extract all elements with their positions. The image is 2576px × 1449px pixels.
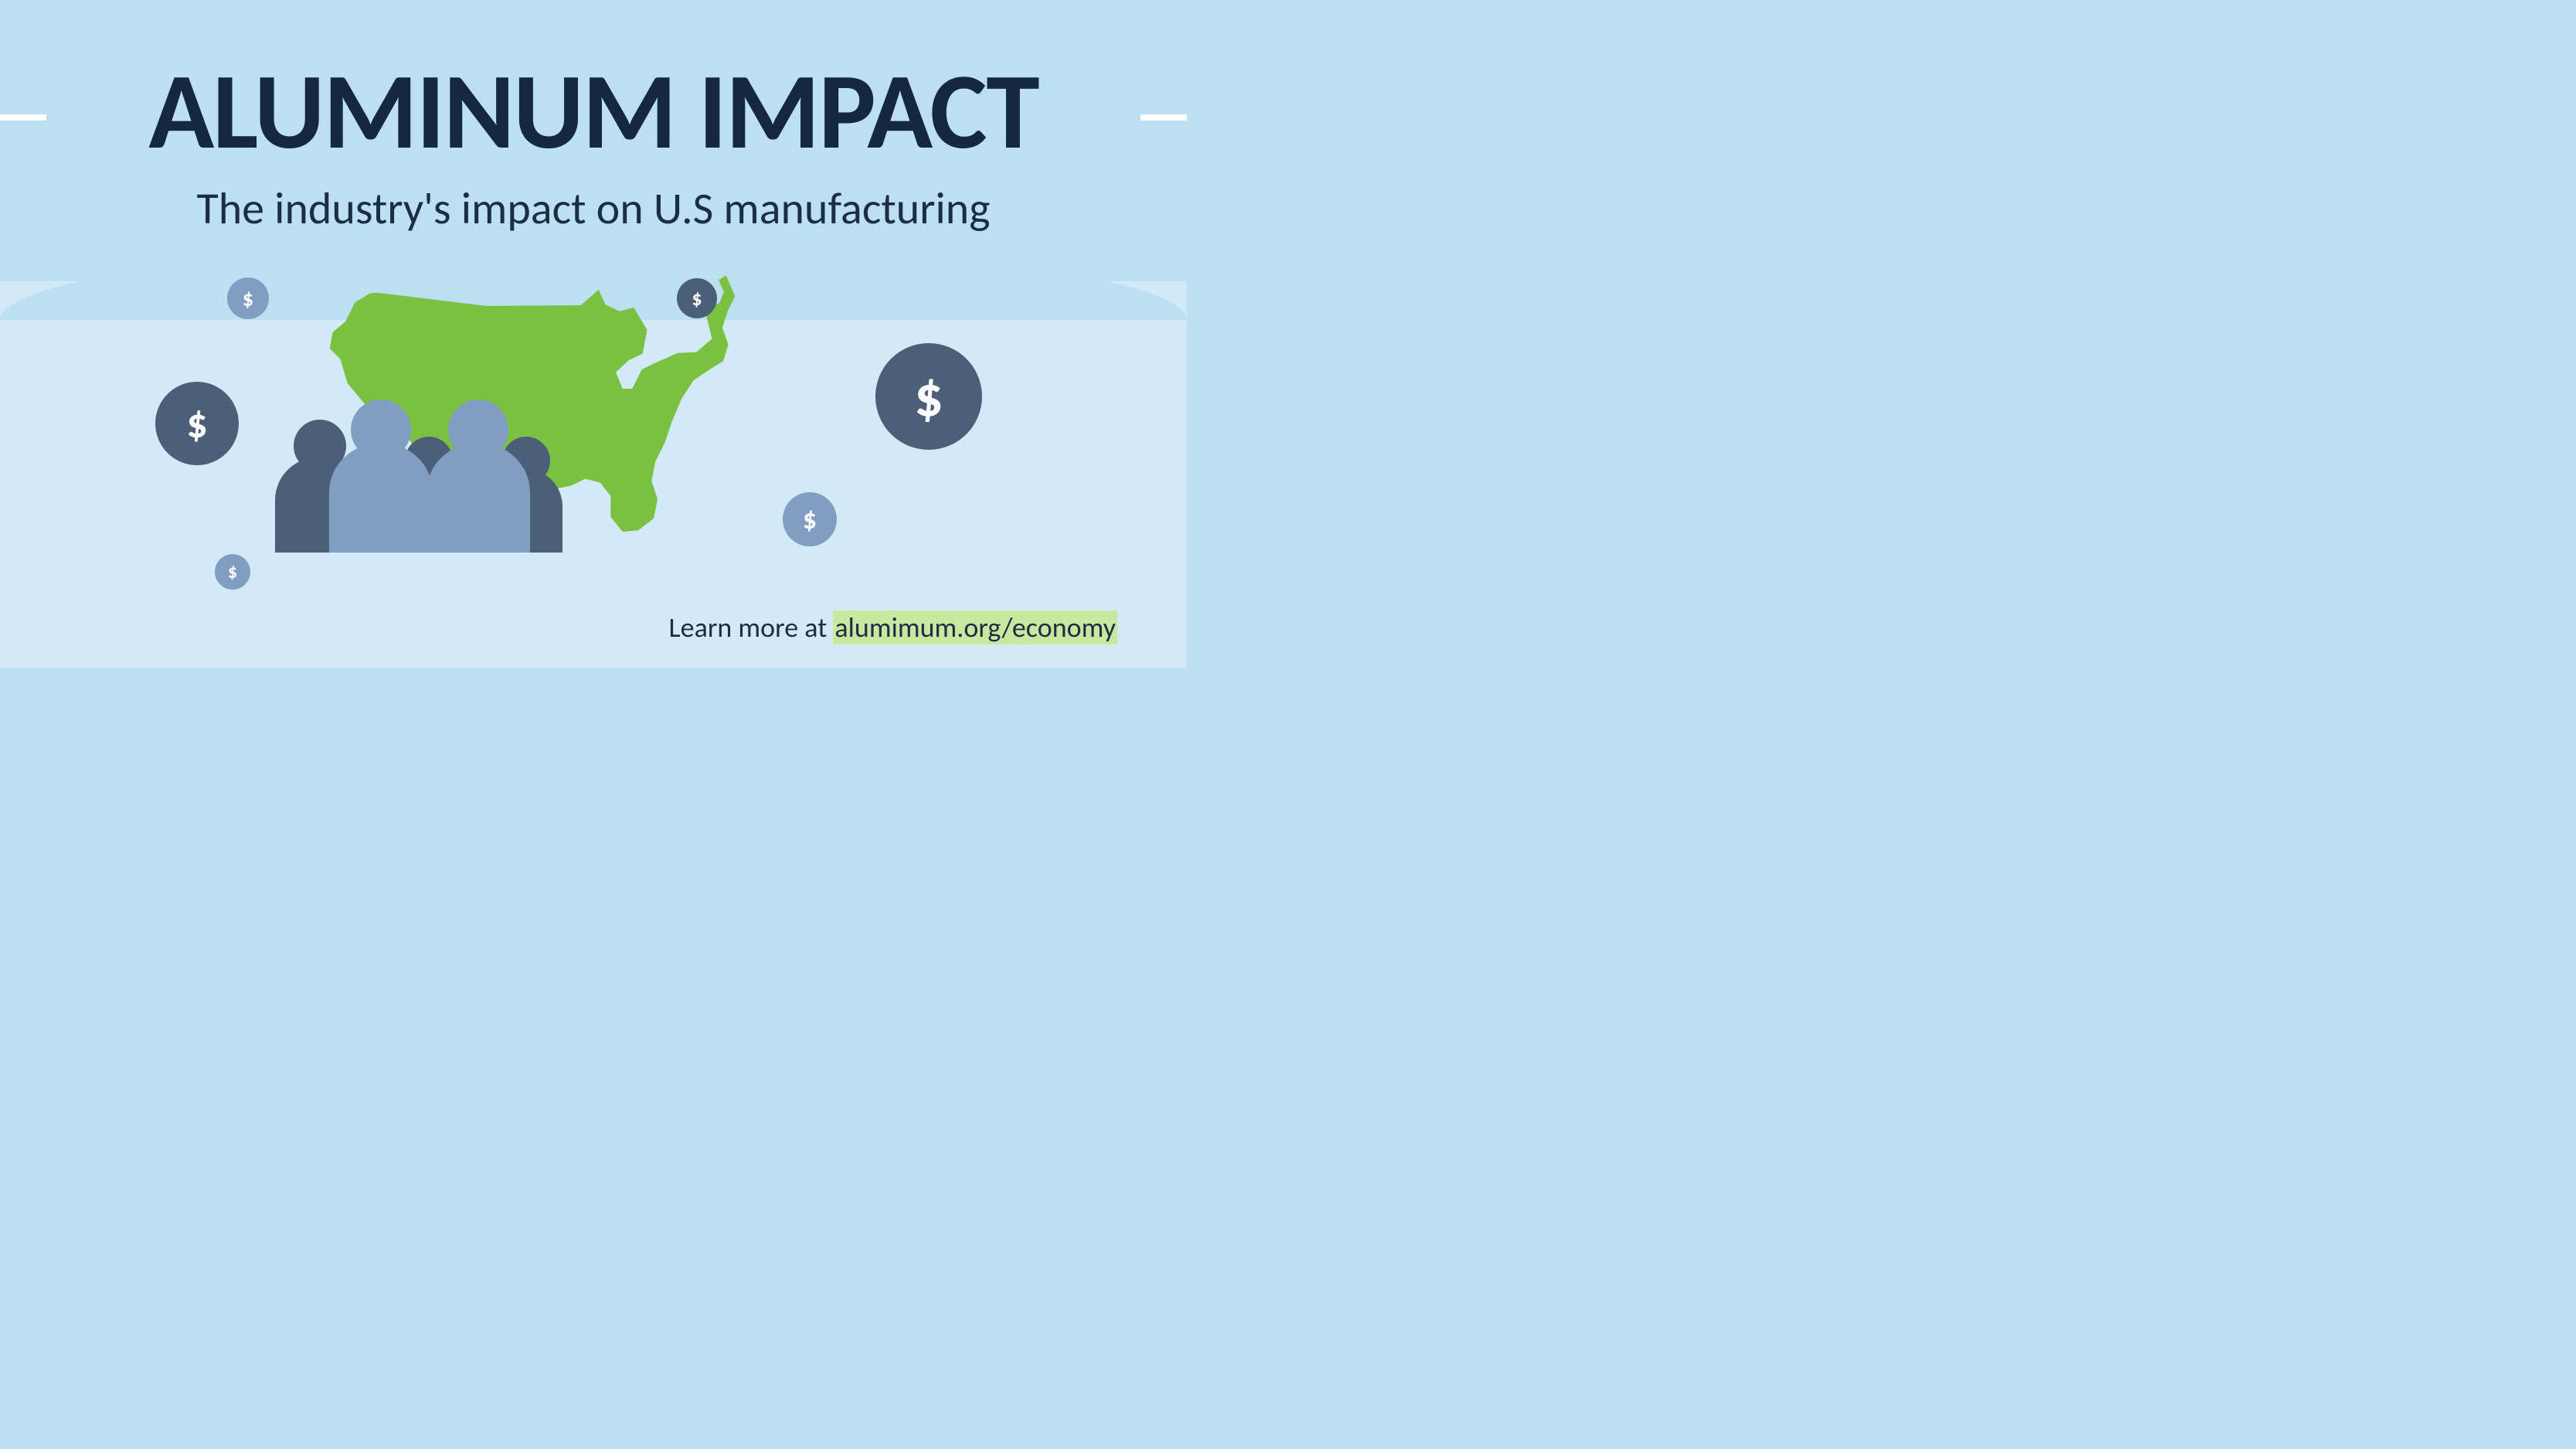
footer-prefix: Learn more at [669,611,834,645]
dollar-circle-icon: $ [155,382,239,465]
person-icon [427,443,530,553]
dollar-circle-icon: $ [875,343,982,450]
dollar-circle-icon: $ [227,277,269,319]
person-icon [329,443,433,553]
dollar-circle-icon: $ [677,278,717,318]
person-head [351,400,411,460]
footer-text: Learn more at alumimum.org/economy [669,611,1117,645]
dollar-circle-icon: $ [215,554,250,590]
main-title: ALUMINUM IMPACT [0,45,1187,177]
people-group-icon [275,383,553,553]
subtitle: The industry's impact on U.S manufacturi… [0,181,1187,236]
footer-link[interactable]: alumimum.org/economy [833,611,1117,645]
person-head [448,400,508,460]
dollar-circle-icon: $ [783,492,837,546]
